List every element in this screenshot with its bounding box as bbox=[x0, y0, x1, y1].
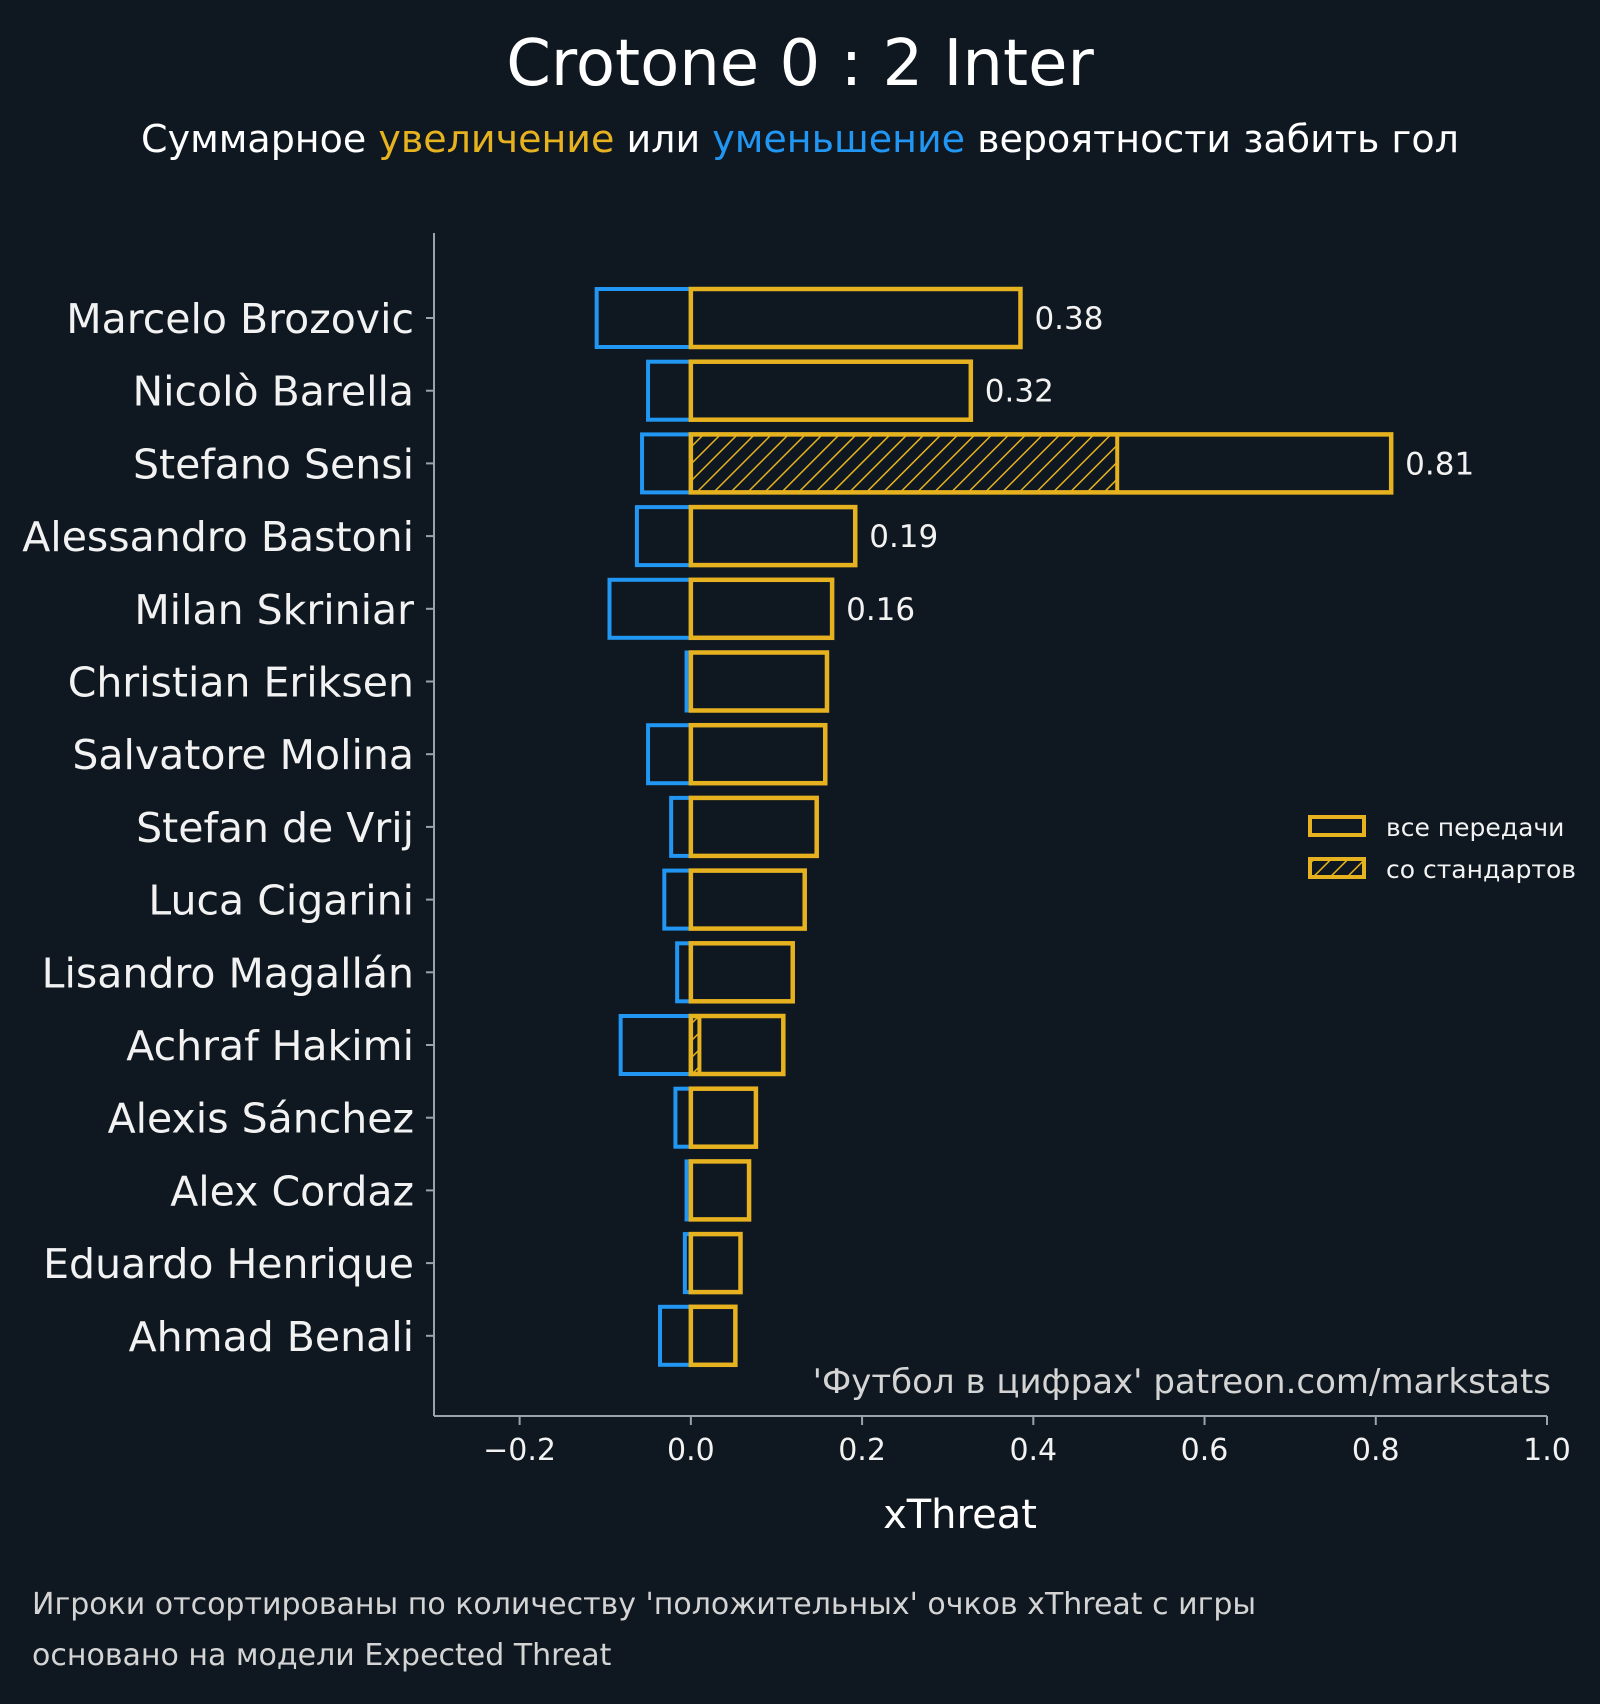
y-tick-label: Eduardo Henrique bbox=[43, 1240, 414, 1288]
y-tick-label: Milan Skriniar bbox=[134, 586, 414, 634]
x-tick-label: 1.0 bbox=[1523, 1433, 1571, 1468]
y-tick-label: Salvatore Molina bbox=[72, 731, 414, 779]
negative-bar bbox=[658, 1304, 693, 1367]
legend-swatch-set-pieces bbox=[1308, 857, 1366, 879]
y-tick-label: Stefan de Vrij bbox=[136, 804, 414, 852]
y-tick-label: Alexis Sánchez bbox=[108, 1095, 414, 1143]
subtitle-pre: Суммарное bbox=[141, 117, 378, 161]
chart-subtitle: Суммарное увеличение или уменьшение веро… bbox=[141, 117, 1459, 161]
watermark: 'Футбол в цифрах' patreon.com/markstats bbox=[813, 1362, 1551, 1402]
legend: все передачи со стандартов bbox=[1308, 813, 1576, 884]
positive-bar bbox=[688, 1159, 752, 1222]
negative-bar bbox=[673, 1086, 693, 1149]
y-tick-label: Stefano Sensi bbox=[133, 440, 414, 488]
y-tick-label: Alex Cordaz bbox=[170, 1167, 414, 1215]
negative-bar bbox=[662, 868, 693, 931]
positive-bar bbox=[688, 868, 807, 931]
positive-bar bbox=[688, 577, 835, 641]
positive-bar bbox=[688, 650, 830, 713]
x-tick-label: 0.0 bbox=[667, 1433, 715, 1468]
value-label: 0.38 bbox=[1034, 301, 1103, 337]
x-tick-label: 0.4 bbox=[1009, 1433, 1057, 1468]
x-tick-label: 0.6 bbox=[1181, 1433, 1229, 1468]
positive-bar bbox=[688, 359, 974, 422]
footnote-line-1: Игроки отсортированы по количеству 'поло… bbox=[32, 1587, 1256, 1622]
plot-area: Marcelo Brozovic 0.38 Nicolò Barella 0.32 St… bbox=[22, 286, 1571, 1468]
positive-bar bbox=[688, 1231, 743, 1295]
y-tick-label: Achraf Hakimi bbox=[126, 1022, 414, 1070]
x-tick-label: 0.8 bbox=[1352, 1433, 1400, 1468]
chart-title: Crotone 0 : 2 Inter bbox=[506, 27, 1094, 101]
subtitle-mid: или bbox=[614, 117, 712, 161]
positive-bar bbox=[688, 286, 1023, 350]
y-tick-label: Lisandro Magallán bbox=[42, 949, 414, 997]
subtitle-decrease: уменьшение bbox=[712, 117, 965, 161]
negative-bar bbox=[646, 359, 693, 422]
value-label: 0.32 bbox=[985, 374, 1054, 410]
positive-bar bbox=[688, 795, 819, 859]
y-tick-label: Alessandro Bastoni bbox=[22, 513, 414, 561]
y-tick-label: Nicolò Barella bbox=[132, 368, 414, 416]
value-label: 0.16 bbox=[846, 592, 915, 628]
subtitle-increase: увеличение bbox=[378, 117, 614, 161]
positive-bar bbox=[688, 504, 858, 568]
positive-bar bbox=[688, 722, 828, 786]
negative-bar bbox=[634, 505, 693, 568]
legend-swatch-all-passes bbox=[1308, 815, 1366, 837]
x-tick-label: 0.2 bbox=[838, 1433, 886, 1468]
positive-bar bbox=[688, 1086, 759, 1149]
y-tick-label: Christian Eriksen bbox=[68, 659, 414, 707]
value-label: 0.81 bbox=[1405, 446, 1474, 482]
legend-label-set-pieces: со стандартов bbox=[1386, 855, 1576, 884]
y-tick-label: Ahmad Benali bbox=[129, 1313, 414, 1361]
positive-bar bbox=[688, 1013, 786, 1077]
legend-label-all-passes: все передачи bbox=[1386, 813, 1564, 842]
positive-bar bbox=[688, 1304, 738, 1368]
value-label: 0.19 bbox=[869, 519, 938, 555]
negative-bar bbox=[640, 432, 693, 495]
y-tick-label: Marcelo Brozovic bbox=[66, 295, 414, 343]
positive-bar bbox=[688, 941, 795, 1004]
negative-bar bbox=[607, 577, 693, 640]
negative-bar bbox=[646, 723, 693, 786]
negative-bar bbox=[669, 795, 693, 858]
y-tick-label: Luca Cigarini bbox=[148, 877, 414, 925]
subtitle-post: вероятности забить гол bbox=[965, 117, 1459, 161]
negative-bar bbox=[594, 287, 693, 349]
footnote-line-2: основано на модели Expected Threat bbox=[32, 1638, 612, 1673]
x-axis-label: xThreat bbox=[883, 1492, 1037, 1538]
x-tick-label: −0.2 bbox=[483, 1433, 556, 1468]
negative-bar bbox=[618, 1014, 693, 1076]
positive-bar bbox=[688, 432, 1394, 495]
set-piece-bar bbox=[688, 432, 1120, 495]
